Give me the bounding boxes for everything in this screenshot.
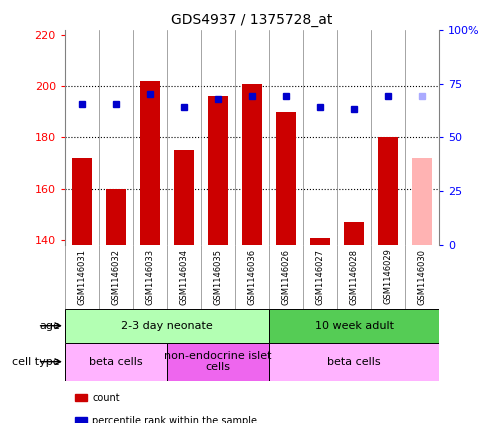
Text: GSM1146030: GSM1146030 [418,248,427,305]
Bar [65,343,167,381]
Text: GSM1146029: GSM1146029 [384,248,393,305]
Bar [269,309,439,343]
Bar [65,309,269,343]
Bar [412,158,432,245]
Text: non-endocrine islet
cells: non-endocrine islet cells [164,351,272,373]
Text: GSM1146028: GSM1146028 [350,248,359,305]
Bar [174,150,194,245]
Text: GSM1146033: GSM1146033 [145,248,154,305]
Bar [106,189,126,245]
Bar [310,238,330,245]
Bar [276,112,296,245]
Text: GSM1146035: GSM1146035 [214,248,223,305]
Text: GSM1146026: GSM1146026 [281,248,290,305]
Bar [242,84,262,245]
Text: beta cells: beta cells [327,357,381,367]
Bar [344,222,364,245]
Text: GSM1146031: GSM1146031 [77,248,86,305]
Bar [269,343,439,381]
Bar [378,137,398,245]
Bar [72,158,92,245]
Text: GSM1146036: GSM1146036 [248,248,256,305]
Text: GSM1146027: GSM1146027 [315,248,324,305]
Text: beta cells: beta cells [89,357,143,367]
Bar [208,96,228,245]
Text: GSM1146034: GSM1146034 [180,248,189,305]
Text: GSM1146032: GSM1146032 [111,248,120,305]
Text: percentile rank within the sample: percentile rank within the sample [92,416,257,423]
Title: GDS4937 / 1375728_at: GDS4937 / 1375728_at [171,13,333,27]
Bar [167,343,269,381]
Text: count: count [92,393,120,403]
Bar [140,81,160,245]
Text: age: age [39,321,60,331]
Text: 10 week adult: 10 week adult [314,321,394,331]
Text: 2-3 day neonate: 2-3 day neonate [121,321,213,331]
Text: cell type: cell type [12,357,60,367]
